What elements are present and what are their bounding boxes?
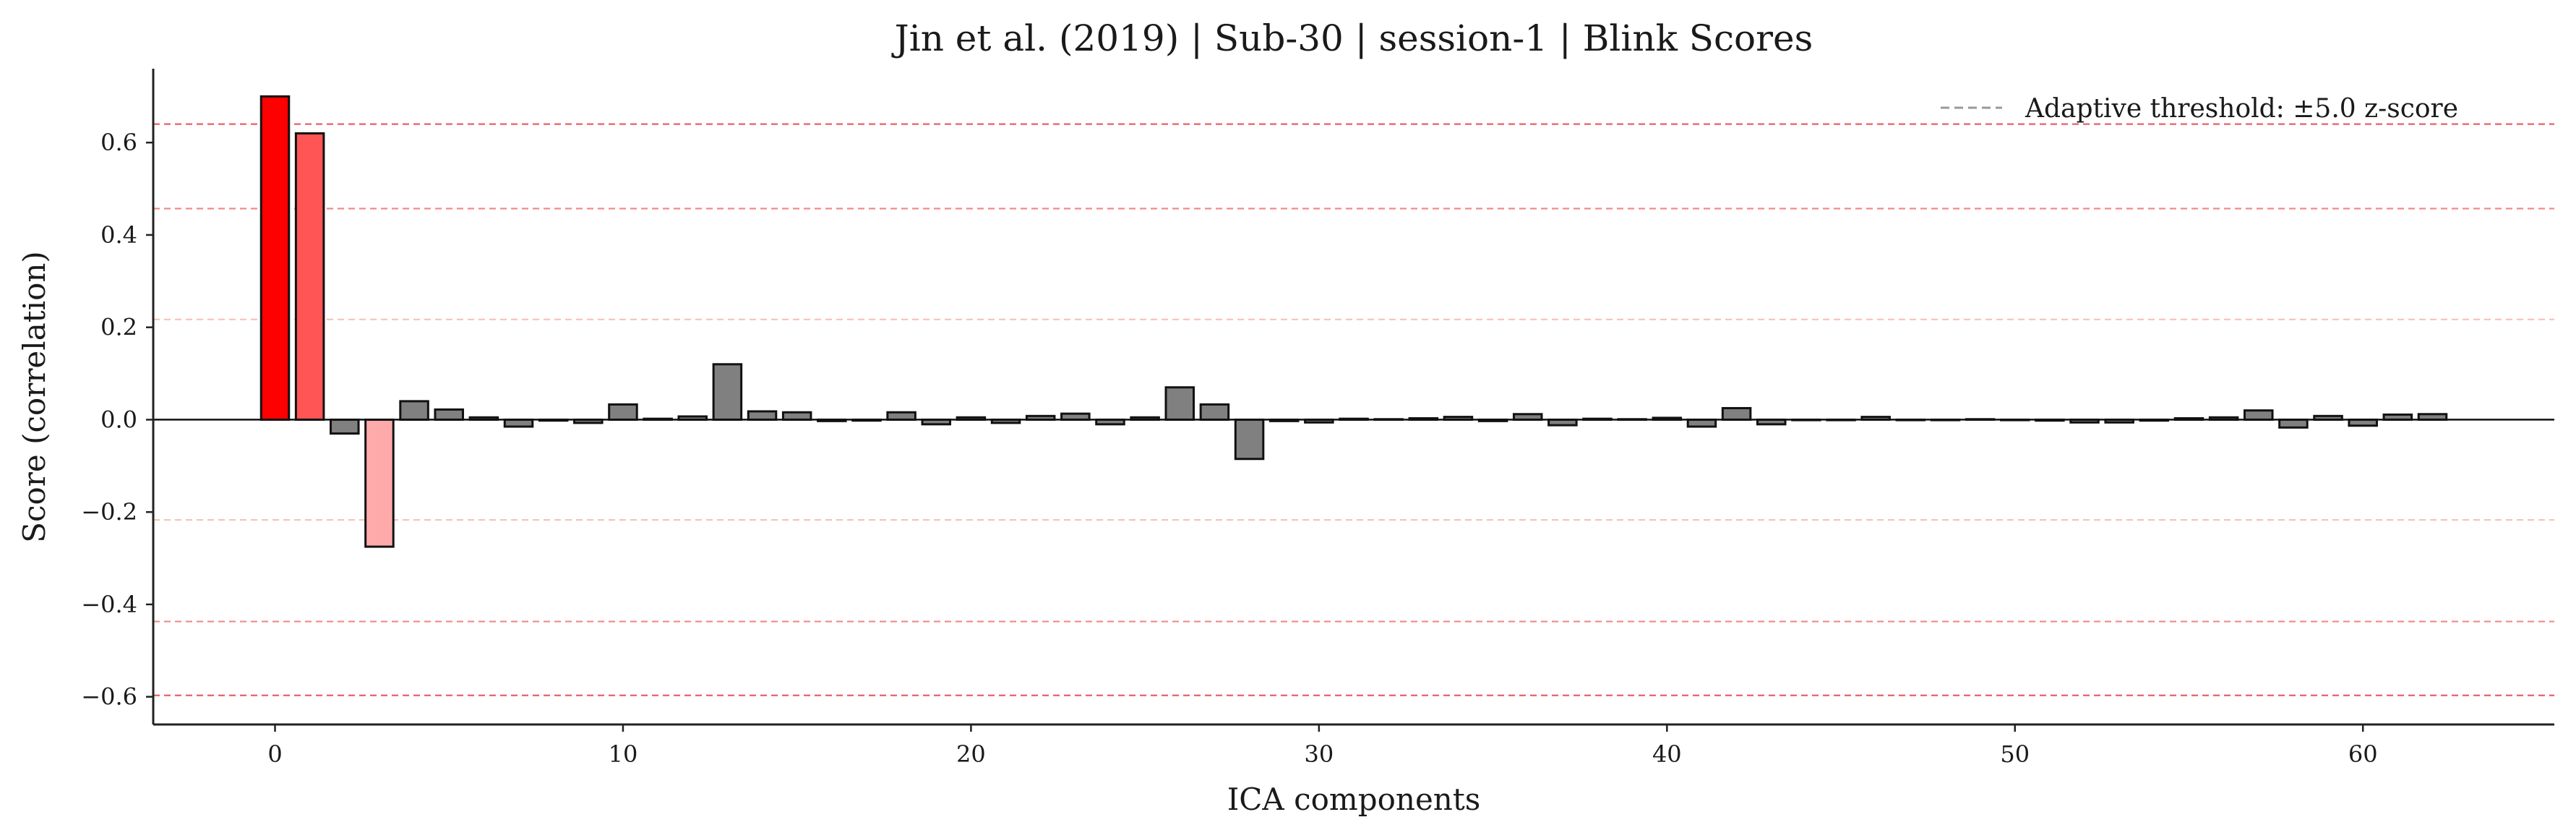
legend-threshold-label: Adaptive threshold: ±5.0 z-score (2025, 94, 2458, 124)
bar-component-14 (747, 410, 778, 421)
x-tick-label: 50 (2000, 740, 2030, 768)
legend: Adaptive threshold: ±5.0 z-score (1941, 94, 2458, 124)
y-tick-label: 0.6 (100, 129, 137, 156)
bar-component-13 (712, 363, 743, 421)
threshold-lines (153, 123, 2554, 696)
x-tick-label: 20 (956, 740, 986, 768)
bar-component-57 (2244, 409, 2274, 421)
bar-component-1 (294, 132, 325, 421)
y-tick-label: 0.2 (100, 314, 137, 341)
x-ticks: 0 10 20 30 40 50 60 (267, 724, 2378, 768)
bar-component-18 (886, 411, 916, 421)
bar-component-10 (608, 403, 638, 421)
bar-component-28 (1234, 418, 1265, 461)
y-ticks: −0.6 −0.4 −0.2 0.0 0.2 0.4 0.6 (81, 129, 153, 711)
x-tick-label: 30 (1304, 740, 1334, 768)
bar-component-27 (1199, 403, 1230, 421)
bar-component-26 (1164, 386, 1195, 421)
bar-component-3 (364, 418, 395, 548)
x-tick-label: 0 (267, 740, 282, 768)
bar-component-41 (1686, 418, 1717, 428)
x-tick-label: 10 (609, 740, 638, 768)
bar-component-7 (503, 418, 534, 428)
bar-component-4 (399, 400, 429, 421)
bar-component-42 (1721, 406, 1752, 421)
y-axis-label: Score (correlation) (17, 251, 52, 543)
y-tick-label: 0.4 (100, 221, 137, 249)
bar-component-2 (330, 418, 360, 435)
chart-title: Jin et al. (2019) | Sub-30 | session-1 |… (891, 17, 1813, 59)
y-tick-label: 0.0 (100, 406, 137, 433)
bars (259, 95, 2448, 548)
x-tick-label: 40 (1652, 740, 1682, 768)
y-tick-label: −0.6 (81, 683, 137, 711)
x-axis-label: ICA components (1227, 782, 1481, 817)
bar-component-0 (259, 95, 291, 421)
bar-component-5 (434, 408, 464, 421)
bar-component-58 (2278, 418, 2309, 429)
bar-component-15 (781, 411, 812, 421)
y-tick-label: −0.4 (81, 591, 137, 618)
y-tick-label: −0.2 (81, 498, 137, 526)
x-tick-label: 60 (2348, 740, 2378, 768)
